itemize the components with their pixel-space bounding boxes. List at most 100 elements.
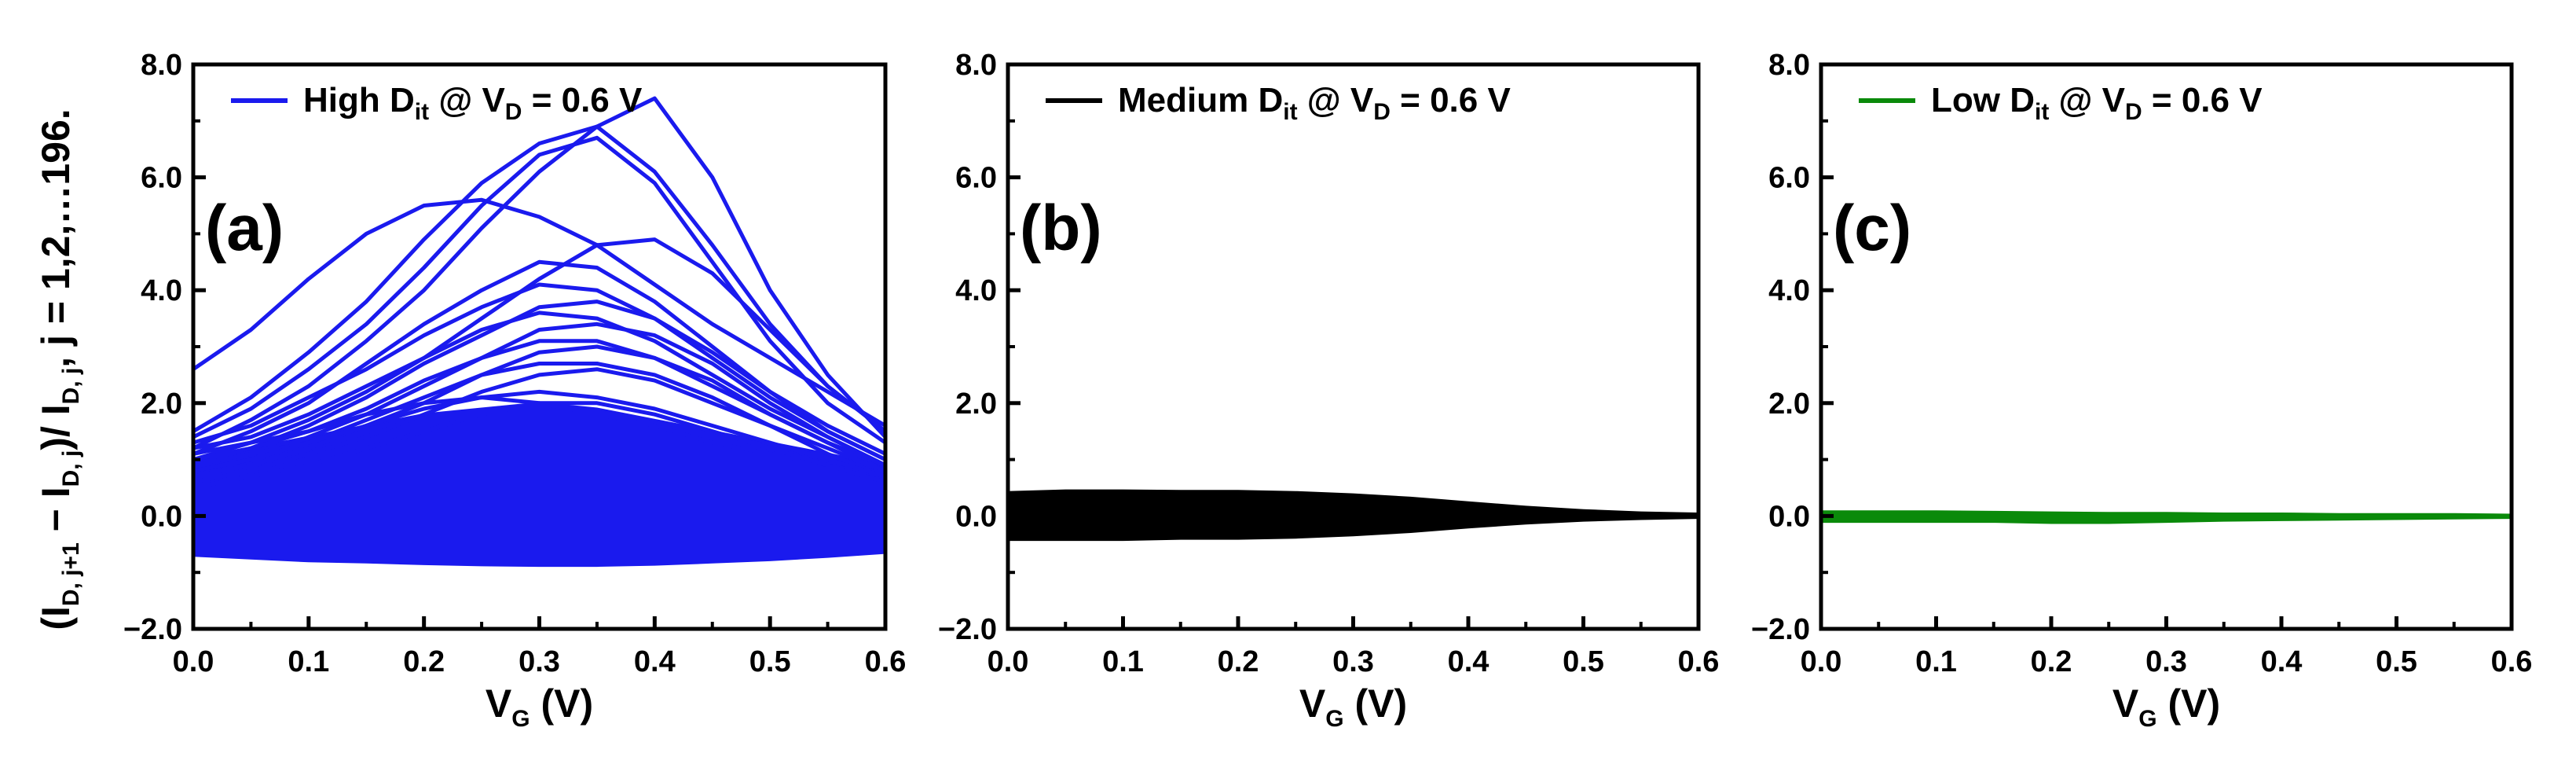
series-line: [193, 344, 885, 479]
y-tick-label: 2.0: [955, 388, 997, 421]
legend-prefix: Medium D: [1118, 81, 1283, 119]
x-axis-label-sub: G: [511, 706, 529, 732]
x-tick-label: 0.0: [1801, 645, 1842, 678]
series-line: [193, 135, 885, 445]
y-tick-label: 8.0: [141, 49, 182, 82]
y-tick-label: 4.0: [141, 274, 182, 307]
legend-label: Medium Dit @ VD = 0.6 V: [1118, 81, 1511, 125]
x-axis-label-unit: (V): [530, 682, 594, 726]
x-tick-label: 0.1: [1102, 645, 1144, 678]
x-tick-label: 0.0: [988, 645, 1029, 678]
legend-sub: D: [505, 99, 522, 125]
series-line: [193, 96, 885, 450]
legend-prefix: Low D: [1931, 81, 2035, 119]
series-line: [193, 322, 885, 473]
x-tick-label: 0.4: [634, 645, 676, 678]
plot-area: [1008, 489, 1698, 542]
legend-sub: it: [415, 99, 429, 125]
legend-sub: it: [2035, 99, 2049, 125]
y-tick-label: 2.0: [1768, 388, 1810, 421]
x-axis-label: VG (V): [2112, 682, 2220, 732]
legend-mid: @ V: [1298, 81, 1374, 119]
legend-mid: @ V: [429, 81, 505, 119]
legend-prefix: High D: [303, 81, 415, 119]
x-tick-label: 0.1: [288, 645, 329, 678]
x-tick-label: 0.5: [749, 645, 791, 678]
x-axis-label: VG (V): [1299, 682, 1407, 732]
y-axis-label-sub: D, j: [58, 368, 84, 405]
data-band: [1008, 489, 1698, 542]
y-tick-label: 0.0: [955, 500, 997, 533]
y-tick-label: 4.0: [955, 274, 997, 307]
x-tick-label: 0.3: [1332, 645, 1374, 678]
data-band: [1821, 510, 2512, 524]
series-line: [193, 124, 885, 433]
series-line: [193, 389, 885, 479]
chart-panel-1: 0.0 0.1 0.2 0.3 0.4 0.5 0.6−2.00.02.04.06.08.0…: [123, 49, 906, 732]
legend-label: Low Dit @ VD = 0.6 V: [1931, 81, 2263, 125]
y-tick-label: 8.0: [1768, 49, 1810, 82]
plot-area: [193, 96, 885, 568]
legend-mid: @ V: [2049, 81, 2125, 119]
legend-sub: D: [1373, 99, 1391, 125]
y-tick-label: 2.0: [141, 388, 182, 421]
y-tick-label: 0.0: [141, 500, 182, 533]
x-axis-label-sub: G: [2138, 706, 2156, 732]
legend-sub: D: [2125, 99, 2142, 125]
x-tick-label: 0.2: [2031, 645, 2072, 678]
legend-suffix: = 0.6 V: [522, 81, 643, 119]
legend-label: High Dit @ VD = 0.6 V: [303, 81, 643, 125]
y-axis-label-sub: D, j+1: [58, 542, 84, 606]
x-tick-label: 0.4: [1448, 645, 1490, 678]
y-axis-label-part: )/ I: [34, 404, 78, 450]
legend-suffix: = 0.6 V: [1391, 81, 1512, 119]
plot-area: [1821, 510, 2512, 524]
x-tick-label: 0.1: [1915, 645, 1957, 678]
series-line: [193, 299, 885, 468]
y-tick-label: −2.0: [1751, 613, 1810, 646]
panel-label: (c): [1833, 193, 1911, 264]
legend-suffix: = 0.6 V: [2142, 81, 2263, 119]
chart-panel-2: 0.0 0.1 0.2 0.3 0.4 0.5 0.6−2.00.02.04.06.08.0…: [938, 49, 1719, 732]
series-line: [193, 197, 885, 428]
plot-frame: [1006, 62, 1701, 631]
y-axis-label: (ID, j+1 − ID, j)/ ID, j, j = 1,2,…196.: [34, 108, 84, 630]
x-axis-label-unit: (V): [1344, 682, 1408, 726]
x-tick-label: 0.5: [1563, 645, 1604, 678]
y-tick-label: 6.0: [1768, 162, 1810, 195]
y-tick-label: −2.0: [123, 613, 182, 646]
panel-label: (b): [1020, 193, 1102, 264]
x-axis-label-main: V: [2112, 682, 2139, 726]
y-tick-label: 4.0: [1768, 274, 1810, 307]
legend-sub: it: [1283, 99, 1297, 125]
y-axis-label-part: (I: [34, 606, 78, 630]
y-tick-label: 0.0: [1768, 500, 1810, 533]
x-tick-label: 0.6: [1678, 645, 1720, 678]
x-tick-label: 0.4: [2261, 645, 2303, 678]
x-axis-label-main: V: [1299, 682, 1326, 726]
panel-label: (a): [205, 193, 284, 264]
plot-frame: [1819, 62, 2514, 631]
x-tick-label: 0.2: [1218, 645, 1259, 678]
x-axis-label-main: V: [486, 682, 512, 726]
x-axis-label-unit: (V): [2157, 682, 2221, 726]
x-axis-label-sub: G: [1325, 706, 1343, 732]
series-line: [193, 311, 885, 468]
series-line: [193, 367, 885, 484]
x-tick-label: 0.6: [2491, 645, 2533, 678]
y-tick-label: 6.0: [955, 162, 997, 195]
series-line: [193, 237, 885, 461]
series-line: [193, 282, 885, 461]
chart-panel-3: 0.0 0.1 0.2 0.3 0.4 0.5 0.6−2.00.02.04.06.08.0…: [1751, 49, 2532, 732]
x-tick-label: 0.0: [173, 645, 214, 678]
y-axis-label-sub: D, j: [58, 450, 84, 487]
y-tick-label: −2.0: [938, 613, 997, 646]
y-axis-label-part: , j = 1,2,…196.: [34, 108, 78, 367]
x-tick-label: 0.3: [2145, 645, 2187, 678]
series-line: [193, 401, 885, 490]
x-tick-label: 0.6: [865, 645, 907, 678]
x-axis-label: VG (V): [486, 682, 593, 732]
x-tick-label: 0.2: [403, 645, 445, 678]
y-tick-label: 6.0: [141, 162, 182, 195]
